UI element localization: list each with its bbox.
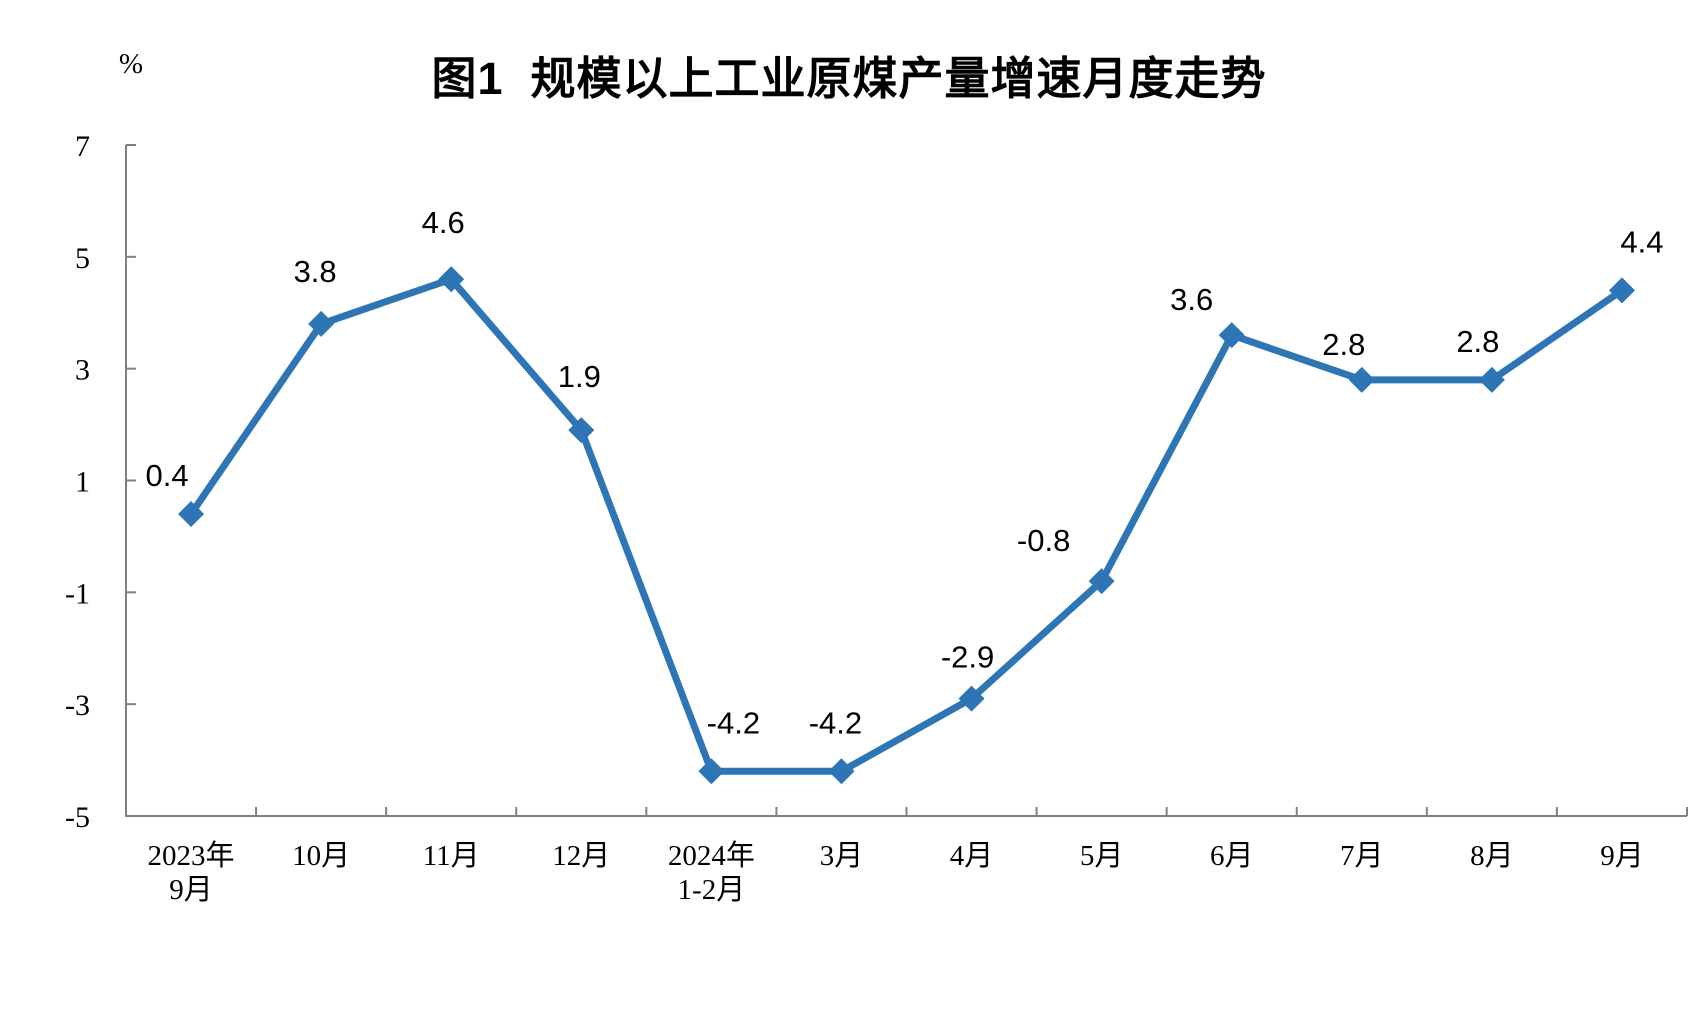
- data-point-label: -0.8: [1017, 523, 1070, 558]
- data-point-marker: [1348, 366, 1375, 393]
- data-point-label: 4.6: [422, 205, 465, 240]
- x-axis-category-label: 4月: [950, 840, 994, 872]
- data-point-marker: [1608, 277, 1635, 304]
- data-point-marker: [308, 310, 335, 337]
- series-line: [187, 275, 1626, 775]
- x-axis-category-label: 8月: [1470, 840, 1514, 872]
- data-point-marker: [1478, 366, 1505, 393]
- y-axis-tick-label: -1: [65, 577, 90, 610]
- y-axis-tick-label: -5: [65, 801, 90, 834]
- x-axis-category-label: 10月: [292, 840, 350, 872]
- data-point-label: -2.9: [941, 640, 994, 675]
- data-point-marker: [1218, 322, 1245, 349]
- y-axis-tick-label: 5: [75, 242, 90, 275]
- data-point-label: 1.9: [558, 359, 601, 394]
- y-axis-tick-label: 7: [75, 130, 90, 163]
- data-point-label: -4.2: [809, 705, 862, 740]
- data-point-marker: [828, 758, 855, 785]
- x-axis-category-label: 6月: [1210, 840, 1254, 872]
- data-point-marker: [698, 758, 725, 785]
- x-axis-category-label: 9月: [169, 874, 213, 906]
- chart-title: 图1 规模以上工业原煤产量增速月度走势: [431, 53, 1267, 104]
- x-axis-category-label: 2023年: [148, 839, 235, 872]
- x-axis-category-label: 12月: [552, 840, 610, 872]
- data-point-marker: [438, 266, 465, 293]
- y-axis-tick-label: -3: [65, 689, 90, 722]
- x-axis-category-label: 3月: [820, 840, 864, 872]
- data-point-label: -4.2: [707, 705, 760, 740]
- x-axis-category-label: 11月: [423, 840, 480, 872]
- data-point-label: 3.8: [294, 254, 337, 289]
- x-axis-category-label: 5月: [1080, 840, 1124, 872]
- x-axis-category-label: 1-2月: [678, 874, 746, 906]
- data-point-marker: [1088, 568, 1115, 595]
- data-point-label: 2.8: [1322, 327, 1365, 362]
- data-point-label: 3.6: [1170, 282, 1213, 317]
- data-point-marker: [568, 417, 595, 444]
- x-axis-category-label: 9月: [1600, 840, 1644, 872]
- x-axis-category-label: 2024年: [668, 839, 755, 872]
- y-axis-tick-label: 1: [75, 466, 90, 499]
- x-axis-category-label: 7月: [1340, 840, 1384, 872]
- data-point-label: 0.4: [145, 458, 188, 493]
- axis-lines: [125, 145, 1687, 817]
- data-point-marker: [178, 501, 205, 528]
- y-axis-tick-label: 3: [75, 354, 90, 387]
- data-point-label: 4.4: [1620, 224, 1663, 259]
- data-point-marker: [958, 685, 985, 712]
- data-point-label: 2.8: [1456, 324, 1499, 359]
- y-axis-unit-label: %: [118, 48, 144, 80]
